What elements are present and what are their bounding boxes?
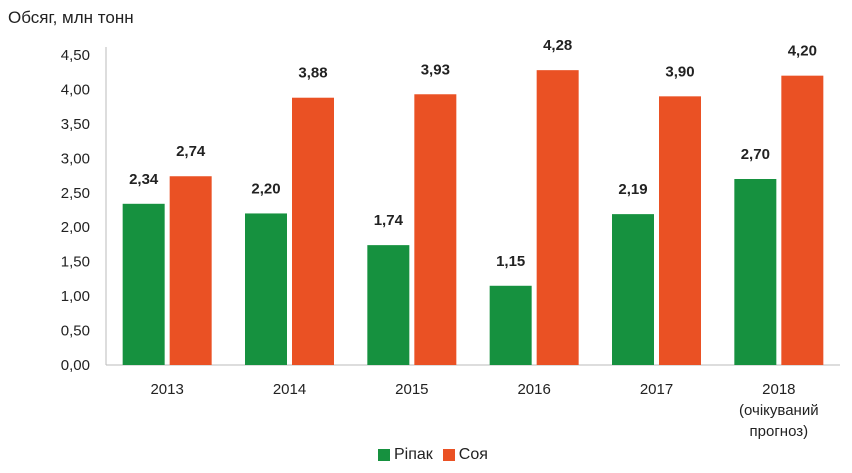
y-tick-label: 2,50 [61, 185, 90, 202]
legend-label: Соя [458, 446, 488, 463]
bar-ripak [245, 213, 287, 365]
y-tick-label: 2,00 [61, 219, 90, 236]
x-tick-label: 2014 [273, 381, 306, 398]
data-label: 2,34 [129, 171, 159, 188]
y-tick-label: 0,00 [61, 357, 90, 374]
bar-soya [292, 97, 334, 365]
x-tick-label: 2017 [640, 381, 673, 398]
x-tick-label: прогноз) [750, 423, 809, 440]
legend-item-soya: Соя [442, 446, 488, 464]
bar-soya [414, 94, 457, 366]
bar-soya [781, 75, 824, 366]
data-label: 2,19 [618, 181, 647, 198]
data-label: 3,90 [665, 63, 694, 80]
data-label: 4,20 [788, 43, 817, 60]
data-label: 2,20 [251, 180, 280, 197]
y-tick-label: 4,00 [61, 81, 90, 98]
y-axis-title: Обсяг, млн тонн [8, 8, 134, 27]
data-label: 2,74 [176, 143, 206, 160]
bar-soya [536, 70, 579, 366]
data-label: 3,93 [421, 61, 450, 78]
y-tick-label: 0,50 [61, 323, 90, 340]
legend: Ріпак Соя [378, 446, 488, 464]
x-tick-label: 2018 [762, 381, 795, 398]
bar-soya [169, 176, 212, 365]
bar-ripak [367, 245, 410, 365]
data-label: 4,28 [543, 37, 572, 54]
data-label: 2,70 [741, 146, 770, 163]
legend-swatch [442, 449, 455, 461]
x-tick-label: 2015 [395, 381, 428, 398]
y-tick-label: 1,50 [61, 254, 90, 271]
bar-ripak [612, 214, 654, 365]
x-tick-label: 2016 [517, 381, 550, 398]
bar-ripak [489, 285, 532, 365]
bar-soya [659, 96, 701, 365]
y-tick-label: 4,50 [61, 47, 90, 64]
bar-ripak [122, 203, 165, 365]
data-label: 1,74 [374, 212, 404, 229]
x-tick-label: 2013 [150, 381, 183, 398]
y-tick-label: 1,00 [61, 288, 90, 305]
x-tick-label: (очікуваний [739, 402, 819, 419]
y-tick-label: 3,00 [61, 150, 90, 167]
y-tick-label: 3,50 [61, 116, 90, 133]
legend-item-ripak: Ріпак [378, 446, 433, 464]
legend-swatch [378, 449, 390, 461]
bar-ripak [734, 179, 777, 365]
legend-label: Ріпак [394, 446, 433, 463]
data-label: 3,88 [298, 65, 327, 82]
data-label: 1,15 [496, 253, 525, 270]
